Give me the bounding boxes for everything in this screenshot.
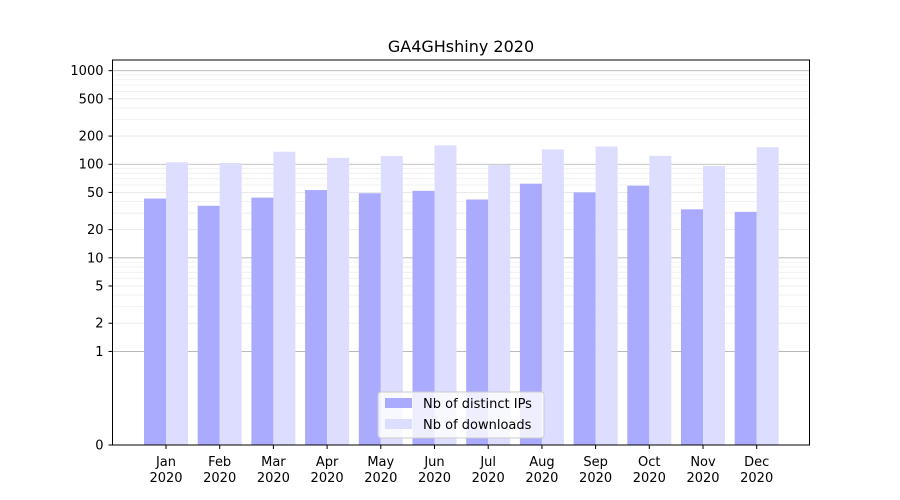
bar-distinct-ips-sep bbox=[573, 192, 596, 445]
x-axis: Jan2020Feb2020Mar2020Apr2020May2020Jun20… bbox=[149, 445, 773, 486]
x-tick-label-year: 2020 bbox=[579, 471, 612, 486]
x-tick-label-month: Dec bbox=[744, 455, 769, 470]
y-tick-label: 10 bbox=[87, 251, 104, 266]
bar-downloads-jan bbox=[166, 162, 188, 446]
y-tick-label: 200 bbox=[79, 130, 104, 145]
y-tick-label: 0 bbox=[95, 439, 103, 454]
y-tick-label: 1 bbox=[95, 345, 103, 360]
bar-distinct-ips-dec bbox=[734, 211, 757, 445]
y-tick-label: 20 bbox=[87, 223, 104, 238]
bar-downloads-jul bbox=[488, 165, 511, 445]
y-tick-label: 2 bbox=[95, 317, 103, 332]
plot-frame bbox=[112, 59, 810, 446]
bar-distinct-ips-nov bbox=[681, 209, 703, 445]
y-tick-label: 50 bbox=[87, 186, 104, 201]
x-tick-label-month: May bbox=[367, 455, 394, 470]
bar-downloads-aug bbox=[541, 149, 564, 445]
x-tick-label-year: 2020 bbox=[525, 471, 558, 486]
bar-distinct-ips-jul bbox=[466, 199, 489, 445]
x-tick-label-year: 2020 bbox=[686, 471, 719, 486]
x-tick-label-month: Jun bbox=[423, 455, 444, 470]
bar-distinct-ips-may bbox=[358, 193, 381, 445]
x-tick-label-month: Feb bbox=[208, 455, 231, 470]
bar-distinct-ips-jun bbox=[412, 190, 435, 445]
x-tick-label-year: 2020 bbox=[257, 471, 290, 486]
legend-swatch-distinct-ips bbox=[385, 398, 412, 408]
bar-distinct-ips-aug bbox=[519, 183, 542, 445]
x-tick-label-month: Apr bbox=[316, 455, 339, 470]
x-tick-label-year: 2020 bbox=[364, 471, 397, 486]
x-tick-label-year: 2020 bbox=[149, 471, 182, 486]
chart-title: GA4GHshiny 2020 bbox=[388, 37, 534, 56]
x-tick-label-year: 2020 bbox=[418, 471, 451, 486]
bar-downloads-feb bbox=[219, 163, 242, 445]
x-tick-label-month: Nov bbox=[690, 455, 716, 470]
x-tick-label-month: Jul bbox=[479, 455, 496, 470]
bar-distinct-ips-oct bbox=[627, 185, 650, 446]
bar-downloads-jun bbox=[434, 145, 457, 445]
x-tick-label-year: 2020 bbox=[311, 471, 344, 486]
x-tick-label-year: 2020 bbox=[633, 471, 666, 486]
bar-downloads-oct bbox=[649, 155, 672, 445]
y-tick-label: 1000 bbox=[70, 64, 103, 79]
y-tick-label: 100 bbox=[79, 158, 104, 173]
bars bbox=[144, 145, 779, 446]
y-tick-label: 5 bbox=[95, 280, 103, 295]
x-tick-label-month: Mar bbox=[261, 455, 286, 470]
legend: Nb of distinct IPs Nb of downloads bbox=[377, 391, 545, 439]
legend-swatch-downloads bbox=[385, 419, 412, 429]
y-tick-label: 500 bbox=[79, 92, 104, 107]
legend-box bbox=[377, 391, 545, 439]
bar-downloads-may bbox=[380, 155, 403, 445]
bar-downloads-dec bbox=[756, 147, 779, 445]
x-tick-label-month: Aug bbox=[529, 455, 554, 470]
bar-downloads-mar bbox=[273, 151, 296, 445]
x-tick-label-year: 2020 bbox=[740, 471, 773, 486]
x-tick-label-month: Jan bbox=[155, 455, 176, 470]
x-tick-label-month: Oct bbox=[638, 455, 660, 470]
bar-distinct-ips-feb bbox=[197, 205, 220, 445]
bar-distinct-ips-jan bbox=[144, 198, 166, 445]
y-axis: 0 1 2 5 10 20 50 100 200 500 1000 bbox=[70, 64, 113, 454]
bar-distinct-ips-apr bbox=[305, 190, 328, 445]
bar-downloads-sep bbox=[595, 146, 618, 446]
bar-downloads-nov bbox=[703, 165, 725, 445]
legend-label-distinct-ips: Nb of distinct IPs bbox=[423, 397, 532, 412]
x-tick-label-year: 2020 bbox=[203, 471, 236, 486]
x-tick-label-year: 2020 bbox=[472, 471, 505, 486]
bar-distinct-ips-mar bbox=[251, 197, 274, 445]
x-tick-label-month: Sep bbox=[583, 455, 608, 470]
bar-downloads-apr bbox=[327, 157, 350, 446]
legend-label-downloads: Nb of downloads bbox=[423, 418, 532, 433]
